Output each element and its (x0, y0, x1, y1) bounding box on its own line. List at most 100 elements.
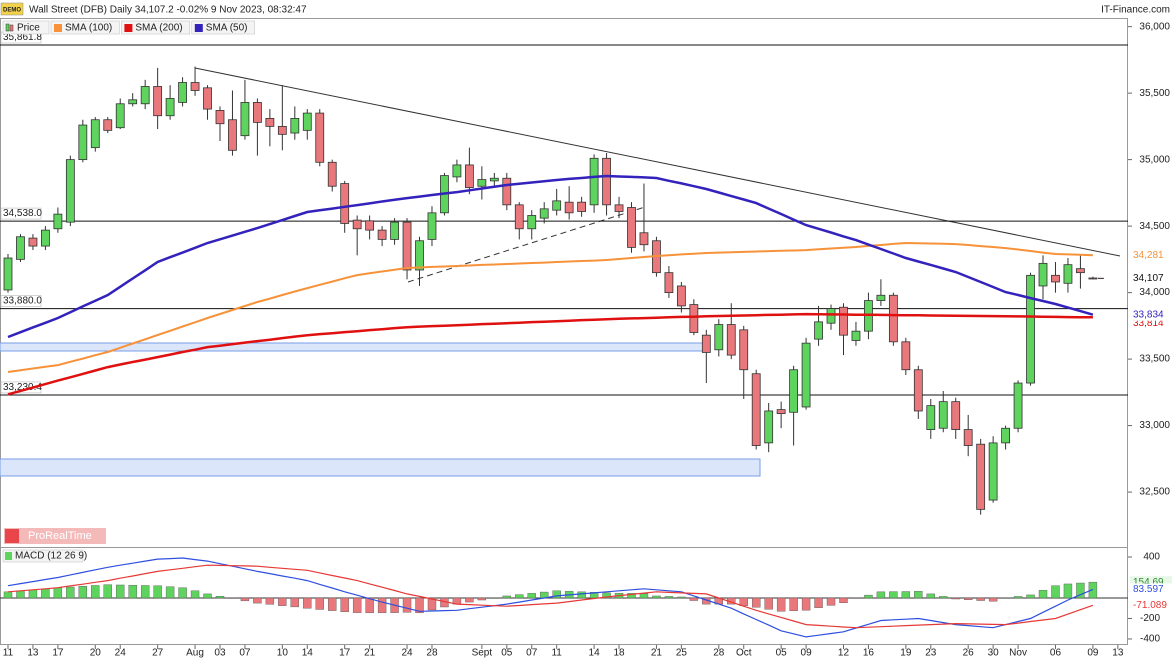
candle-body (726, 324, 736, 356)
histogram-bar (789, 597, 798, 611)
candle-body (302, 112, 312, 131)
x-tick-label: 17 (52, 648, 64, 659)
candle-body (252, 102, 262, 123)
candle-body (402, 221, 412, 271)
histogram-bar (465, 597, 474, 603)
histogram-bar (1026, 594, 1035, 599)
histogram-bar (165, 586, 175, 599)
candle-body (1076, 268, 1085, 274)
last-value-tag: 83.597 (1133, 584, 1164, 595)
candle-body (3, 257, 13, 291)
y-tick-label: 34,000 (1139, 287, 1170, 298)
candle-body (888, 294, 898, 343)
candle-body (1038, 262, 1048, 287)
x-tick-label: 21 (364, 648, 376, 659)
histogram-bar (602, 592, 611, 599)
x-tick-label: 09 (1087, 648, 1099, 659)
histogram-bar (814, 597, 823, 608)
trend-line (194, 67, 1121, 257)
candle-body (913, 369, 923, 412)
x-tick-label: 05 (776, 648, 788, 659)
candle-body (16, 236, 25, 260)
candle-body (552, 200, 562, 211)
histogram-bar (639, 593, 649, 599)
histogram-bar (253, 597, 262, 604)
x-tick-label: 24 (401, 648, 413, 659)
x-tick-label: 25 (676, 648, 688, 659)
candle-body (751, 373, 761, 446)
legend-item (2, 20, 50, 35)
x-tick-label: 09 (801, 648, 813, 659)
candle-body (41, 229, 50, 247)
candle-body (676, 285, 686, 307)
y-tick-label: 36,000 (1139, 21, 1170, 32)
candle-body (78, 124, 88, 161)
y-tick-label: -400 (1140, 634, 1160, 645)
legend-label: MACD (12 26 9) (15, 551, 87, 562)
candle-body (464, 164, 474, 188)
histogram-bar (527, 593, 536, 599)
histogram-bar (402, 597, 412, 613)
legend-item (191, 20, 255, 35)
histogram-bar (627, 593, 636, 599)
histogram-bar (203, 593, 212, 599)
candle-body (963, 429, 973, 446)
x-tick-label: 26 (963, 648, 975, 659)
candle-body (589, 157, 599, 206)
histogram-bar (1051, 585, 1060, 599)
candle-body (190, 82, 200, 91)
candle-body (153, 86, 163, 117)
x-tick-label: 11 (551, 648, 562, 659)
y-tick-label: 34,500 (1139, 221, 1170, 232)
candle-body (365, 220, 375, 231)
histogram-bar (1076, 582, 1085, 599)
legend-label: SMA (50) (206, 23, 248, 34)
level-label: 34,538.0 (3, 208, 42, 219)
candle-body (1088, 277, 1098, 280)
candle-body (564, 201, 574, 214)
histogram-bar (963, 597, 973, 600)
level-label-box (0, 207, 42, 220)
legend-item (2, 549, 84, 563)
histogram-bar (215, 596, 225, 599)
x-tick-label: 03 (214, 648, 226, 659)
candle-body (577, 201, 587, 212)
candle-body (851, 330, 861, 341)
zone (0, 458, 761, 477)
histogram-bar (16, 590, 25, 599)
histogram-bar (951, 597, 960, 600)
histogram-bar (53, 587, 63, 599)
x-tick-label: 23 (925, 648, 937, 659)
candle-body (689, 304, 699, 333)
last-value-tag: 33,814 (1133, 318, 1164, 329)
histogram-bar (140, 585, 150, 599)
x-tick-label: 05 (501, 648, 513, 659)
candle-body (215, 110, 225, 125)
last-value-tag: 33,834 (1133, 309, 1164, 320)
last-value-tag-box (1130, 583, 1172, 596)
histogram-bar (128, 584, 137, 599)
last-value-tag-box (1130, 308, 1172, 321)
histogram-bar (889, 591, 898, 599)
candle-body (926, 405, 936, 430)
x-tick-label: Oct (736, 648, 752, 659)
x-tick-label: 07 (239, 648, 251, 659)
candle-body (814, 321, 823, 340)
histogram-bar (328, 597, 337, 611)
candle-body (714, 324, 724, 351)
x-tick-label: 12 (838, 648, 850, 659)
histogram-bar (1038, 590, 1048, 599)
level-label: 33,230.4 (3, 382, 42, 393)
candle-body (614, 204, 624, 212)
brand-box (4, 528, 106, 544)
histogram-bar (851, 597, 861, 599)
candle-body (265, 118, 275, 127)
candle-body (240, 102, 250, 137)
histogram-bar (41, 588, 50, 599)
candle-body (876, 294, 886, 301)
histogram-bar (103, 584, 112, 599)
candle-body (340, 183, 350, 224)
histogram-bar (976, 597, 985, 601)
legend-item (50, 20, 120, 35)
